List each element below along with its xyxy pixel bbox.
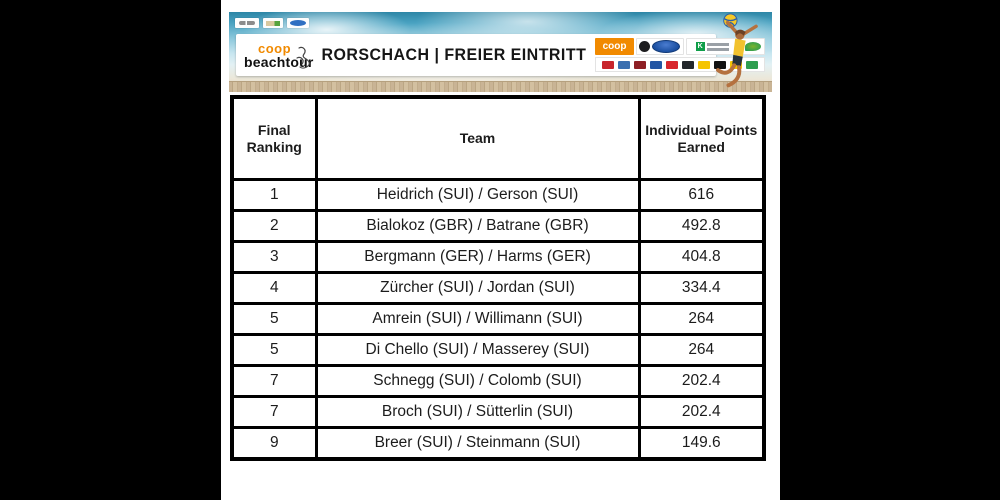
rank-cell: 7 [230, 395, 318, 429]
team-cell: Broch (SUI) / Sütterlin (SUI) [314, 395, 641, 429]
header-team: Team [314, 95, 641, 181]
team-cell: Heidrich (SUI) / Gerson (SUI) [314, 178, 641, 212]
beachtour-wordmark: beachtour [244, 53, 314, 70]
header-individual-points: Individual Points Earned [637, 95, 766, 181]
coop-beachtour-logo: coop beachtour [236, 42, 313, 69]
points-cell: 264 [637, 302, 766, 336]
rank-cell: 9 [230, 426, 318, 461]
event-banner: coop beachtour RORSCHACH | FREIER EINTRI… [229, 12, 772, 92]
rank-cell: 3 [230, 240, 318, 274]
event-title: RORSCHACH | FREIER EINTRITT [321, 45, 587, 64]
coop-logo: coop [595, 38, 634, 55]
partner-logos-top-left [235, 18, 309, 28]
rank-cell: 4 [230, 271, 318, 305]
sponsor-row-main: coop K [595, 38, 766, 55]
points-cell: 149.6 [637, 426, 766, 461]
table-row: 7 Schnegg (SUI) / Colomb (SUI) 202.4 [230, 364, 766, 398]
document-page: coop beachtour RORSCHACH | FREIER EINTRI… [221, 0, 780, 500]
sketch-player-icon [296, 46, 311, 69]
sponsor-logo-icon [714, 60, 727, 69]
sponsor-logo-icon [746, 60, 759, 69]
round-sponsor-logo-icon [639, 41, 651, 52]
sponsor-logo-icon [618, 60, 631, 69]
partner-logo-icon [287, 18, 309, 28]
table-row: 9 Breer (SUI) / Steinmann (SUI) 149.6 [230, 426, 766, 461]
sponsor-logo-icon [682, 60, 695, 69]
team-cell: Schnegg (SUI) / Colomb (SUI) [314, 364, 641, 398]
partner-logo-icon [263, 18, 283, 28]
sponsor-logo-icon [602, 60, 615, 69]
points-cell: 492.8 [637, 209, 766, 243]
table-row: 1 Heidrich (SUI) / Gerson (SUI) 616 [230, 178, 766, 212]
banner-title-bar: coop beachtour RORSCHACH | FREIER EINTRI… [236, 34, 766, 76]
team-cell: Zürcher (SUI) / Jordan (SUI) [314, 271, 641, 305]
team-cell: Breer (SUI) / Steinmann (SUI) [314, 426, 641, 461]
sponsor-logo-icon [666, 60, 679, 69]
table-row: 7 Broch (SUI) / Sütterlin (SUI) 202.4 [230, 395, 766, 429]
team-cell: Amrein (SUI) / Willimann (SUI) [314, 302, 641, 336]
volleyball-player-photo [716, 13, 758, 88]
sponsor-logo-icon [698, 60, 711, 69]
sponsor-logos-circle-ford [635, 38, 685, 55]
table-header-row: Final Ranking Team Individual Points Ear… [230, 95, 766, 181]
table-row: 5 Di Chello (SUI) / Masserey (SUI) 264 [230, 333, 766, 367]
sand-strip [229, 81, 772, 92]
final-ranking-table: Final Ranking Team Individual Points Ear… [230, 95, 766, 461]
points-cell: 404.8 [637, 240, 766, 274]
leaf-icon [744, 42, 761, 51]
team-cell: Bialokoz (GBR) / Batrane (GBR) [314, 209, 641, 243]
team-cell: Di Chello (SUI) / Masserey (SUI) [314, 333, 641, 367]
table-row: 3 Bergmann (GER) / Harms (GER) 404.8 [230, 240, 766, 274]
sponsor-panel: coop K [595, 38, 766, 72]
points-cell: 264 [637, 333, 766, 367]
points-cell: 202.4 [637, 395, 766, 429]
bank-mark-icon: K [695, 42, 705, 51]
partner-logo-icon [235, 18, 259, 28]
sponsor-logo-icon [650, 60, 663, 69]
table-row: 2 Bialokoz (GBR) / Batrane (GBR) 492.8 [230, 209, 766, 243]
points-cell: 202.4 [637, 364, 766, 398]
coop-wordmark: coop [258, 40, 292, 56]
sponsor-logo-icon [634, 60, 647, 69]
header-final-ranking: Final Ranking [230, 95, 318, 181]
rank-cell: 5 [230, 333, 318, 367]
rank-cell: 1 [230, 178, 318, 212]
points-cell: 334.4 [637, 271, 766, 305]
points-cell: 616 [637, 178, 766, 212]
ford-oval-logo [652, 40, 681, 53]
team-cell: Bergmann (GER) / Harms (GER) [314, 240, 641, 274]
table-row: 5 Amrein (SUI) / Willimann (SUI) 264 [230, 302, 766, 336]
table-row: 4 Zürcher (SUI) / Jordan (SUI) 334.4 [230, 271, 766, 305]
rank-cell: 2 [230, 209, 318, 243]
rank-cell: 5 [230, 302, 318, 336]
rank-cell: 7 [230, 364, 318, 398]
